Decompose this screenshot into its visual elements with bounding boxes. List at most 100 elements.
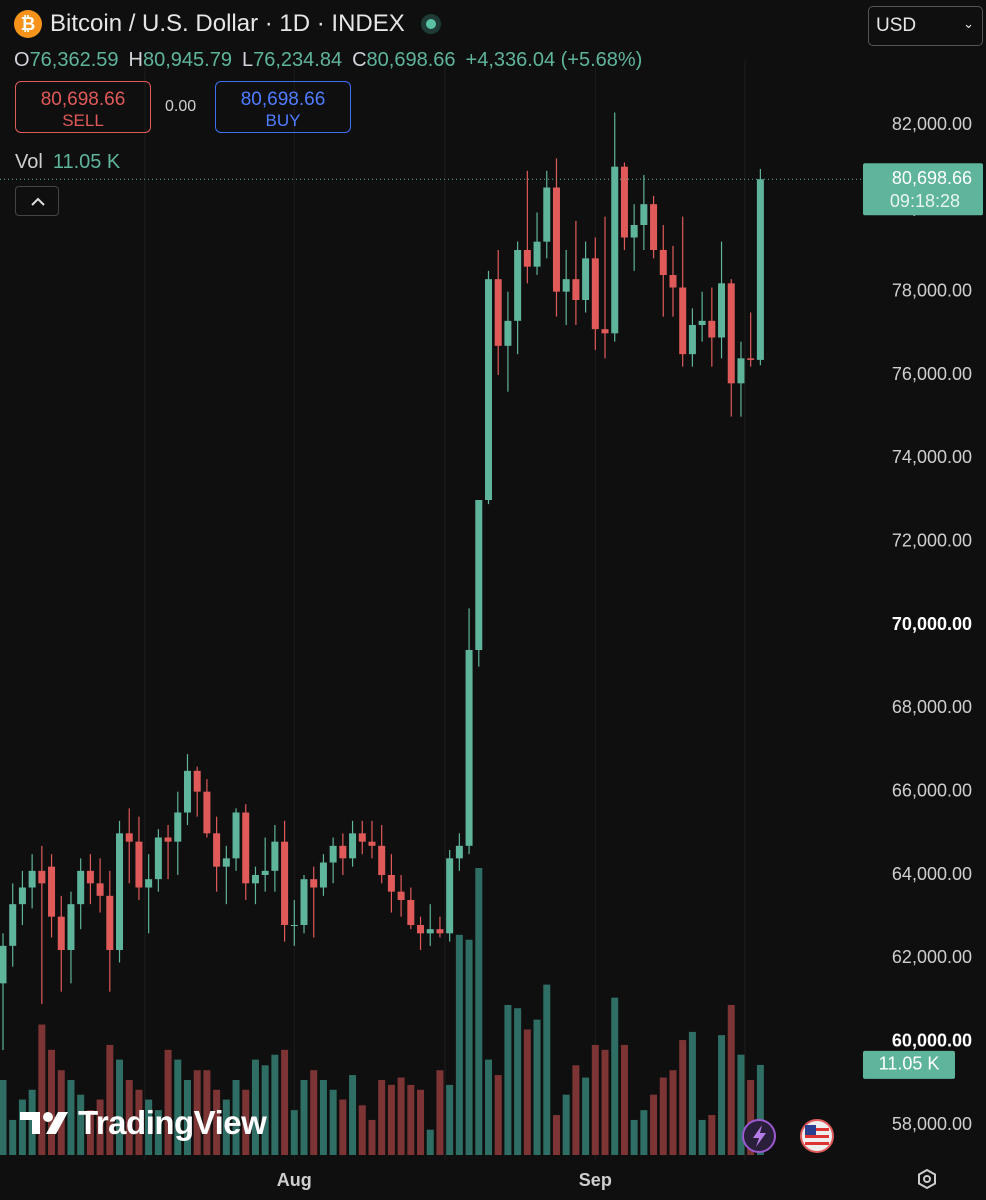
collapse-button[interactable]	[15, 186, 59, 216]
settings-icon[interactable]	[918, 1168, 936, 1190]
buy-label: BUY	[265, 111, 301, 130]
volume-bar	[436, 1070, 444, 1155]
volume-bar	[504, 1004, 512, 1155]
volume-bar	[251, 1059, 259, 1155]
candle-body	[523, 250, 531, 267]
candle-body	[601, 329, 609, 334]
candle-body	[116, 833, 124, 950]
candle-body	[77, 870, 85, 905]
currency-select[interactable]: USD ⌄	[868, 6, 983, 46]
spread: 0.00	[165, 98, 197, 115]
buy-price: 80,698.66	[240, 89, 326, 110]
flash-glyph	[753, 1125, 766, 1147]
volume-bar	[38, 1024, 46, 1155]
candle-body	[271, 841, 279, 871]
volume-bar	[339, 1099, 347, 1155]
volume-bar	[213, 1089, 221, 1155]
ohlc-legend: O76,362.59 H80,945.79 L76,234.84 C80,698.66…	[14, 49, 642, 72]
volume-bar	[18, 1099, 26, 1155]
candle-body	[698, 320, 706, 325]
volume-bar	[145, 1099, 153, 1155]
candle-body	[640, 204, 648, 225]
sell-button[interactable]: 80,698.66 SELL	[15, 81, 151, 133]
candle-body	[242, 812, 250, 884]
volume-bar	[543, 984, 551, 1155]
candle-body	[747, 358, 755, 360]
candle-body	[533, 241, 541, 267]
buy-button[interactable]: 80,698.66 BUY	[215, 81, 351, 133]
volume-legend: Vol 11.05 K	[15, 151, 120, 174]
flag-stripe	[805, 1135, 829, 1138]
volume-bar	[659, 1077, 667, 1155]
candle-body	[397, 891, 405, 900]
candle-body	[9, 904, 17, 946]
x-tick-label: Aug	[277, 1170, 312, 1190]
y-tick-label: 82,000.00	[892, 114, 972, 134]
chevron	[31, 197, 45, 206]
logo-mark	[20, 1112, 68, 1134]
volume-bar	[688, 1031, 696, 1155]
volume-value: 11.05 K	[52, 151, 121, 173]
y-tick-label: 64,000.00	[892, 864, 972, 884]
candle-body	[0, 945, 7, 984]
candle-body	[164, 837, 172, 842]
ohlc-key: H	[128, 49, 143, 71]
volume-bar	[737, 1054, 745, 1155]
y-tick-label: 66,000.00	[892, 780, 972, 800]
volume-bar	[319, 1079, 327, 1155]
last-price-tag	[863, 163, 983, 216]
volume-bar	[523, 1029, 531, 1155]
volume-bar	[0, 1079, 7, 1155]
y-tick-label: 78,000.00	[892, 280, 972, 300]
volume-bar	[232, 1079, 240, 1155]
volume-bar	[485, 1059, 492, 1155]
volume-bar	[242, 1089, 250, 1155]
volume-bar	[407, 1084, 415, 1155]
logo-text: TradingView	[78, 1104, 267, 1141]
volume-bar	[281, 1049, 289, 1155]
candle-body	[125, 833, 133, 842]
volume-bar	[708, 1115, 716, 1155]
volume-bar	[611, 997, 619, 1155]
volume-bar	[358, 1105, 366, 1155]
candle-body	[86, 870, 94, 884]
volume-bar	[203, 1070, 211, 1155]
market-status	[420, 14, 441, 34]
volume-bar	[630, 1119, 638, 1155]
candle-body	[426, 929, 434, 934]
sell-price: 80,698.66	[40, 89, 126, 110]
candle-body	[57, 916, 65, 950]
volume-bar	[552, 1115, 560, 1155]
volume-bar	[591, 1044, 599, 1155]
y-tick-label: 70,000.00	[892, 614, 972, 634]
volume-bar	[572, 1065, 580, 1155]
candle-body	[203, 791, 211, 834]
logo: TradingView	[18, 1104, 267, 1142]
candle-body	[232, 812, 240, 859]
candle-body	[310, 879, 318, 888]
candle-body	[251, 875, 259, 884]
volume-bar	[261, 1065, 269, 1155]
coin-icon: ₿	[14, 10, 42, 38]
volume-bar	[378, 1079, 386, 1155]
volume-bar	[494, 1075, 502, 1155]
candle-body	[737, 358, 745, 384]
candle-body	[96, 883, 104, 896]
y-tick-label: 72,000.00	[892, 530, 972, 550]
ohlc-key: L	[241, 49, 254, 71]
volume-bar	[271, 1054, 279, 1155]
candle-body	[407, 900, 415, 925]
volume-bar	[193, 1070, 201, 1155]
candle-body	[290, 925, 298, 926]
candle-body	[446, 858, 454, 934]
volume-bar	[601, 1049, 609, 1155]
volume-bar	[514, 1008, 522, 1155]
volume-bar	[154, 1110, 162, 1155]
volume-bar	[300, 1079, 308, 1155]
volume-bar	[747, 1079, 755, 1155]
candle-body	[436, 929, 444, 934]
volume-bar	[533, 1019, 541, 1155]
candle-body	[106, 895, 114, 950]
